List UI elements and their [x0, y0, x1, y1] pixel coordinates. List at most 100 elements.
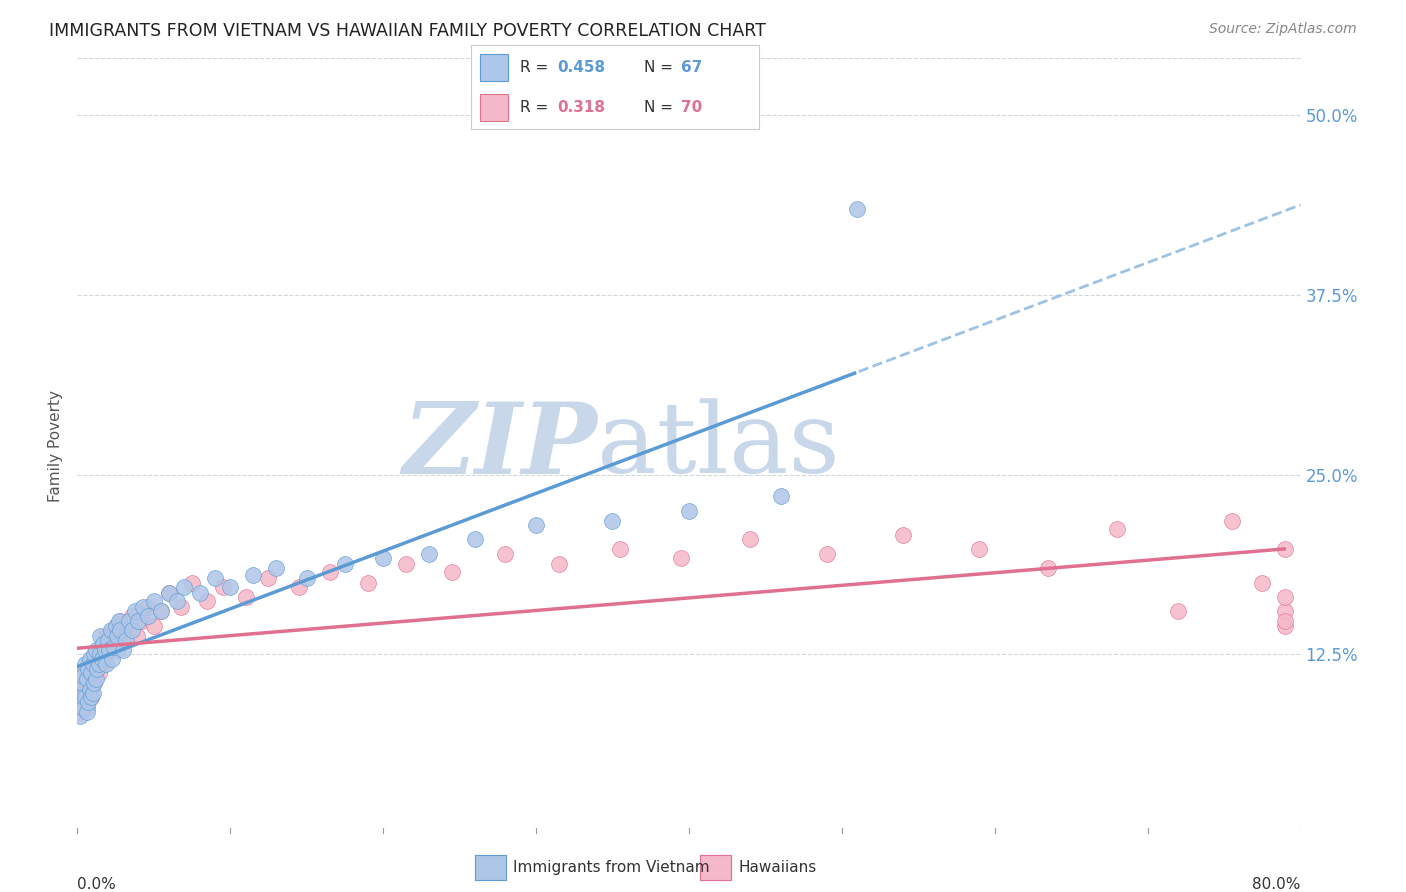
Point	[891, 528, 914, 542]
Point	[108, 615, 131, 629]
Point	[1274, 604, 1296, 618]
Text: Source: ZipAtlas.com: Source: ZipAtlas.com	[1209, 22, 1357, 37]
Point	[72, 700, 94, 714]
Point	[79, 666, 101, 681]
Point	[173, 580, 195, 594]
Point	[70, 676, 93, 690]
Point	[96, 657, 118, 672]
Point	[107, 615, 129, 629]
Point	[1274, 615, 1296, 629]
Text: N =: N =	[644, 60, 678, 75]
Point	[97, 643, 120, 657]
Point	[125, 629, 148, 643]
Point	[188, 585, 211, 599]
Point	[815, 547, 838, 561]
Text: R =: R =	[520, 60, 553, 75]
Point	[112, 643, 135, 657]
Point	[89, 643, 111, 657]
Text: atlas: atlas	[598, 398, 839, 494]
Point	[84, 672, 107, 686]
Point	[79, 683, 101, 698]
Point	[142, 594, 165, 608]
Point	[73, 686, 96, 700]
Point	[79, 651, 101, 665]
Point	[103, 623, 125, 637]
Point	[103, 640, 125, 655]
Point	[104, 618, 127, 632]
Point	[170, 599, 193, 614]
Point	[73, 690, 96, 705]
Text: N =: N =	[644, 100, 678, 115]
Point	[117, 623, 139, 637]
Point	[70, 681, 93, 695]
Point	[242, 568, 264, 582]
Point	[91, 637, 114, 651]
Point	[72, 669, 94, 683]
Bar	[479, 54, 509, 81]
Point	[357, 575, 380, 590]
Point	[132, 599, 155, 614]
Point	[142, 618, 165, 632]
Point	[89, 629, 111, 643]
Point	[101, 651, 124, 665]
Point	[740, 533, 762, 547]
Point	[76, 700, 98, 714]
Point	[80, 690, 103, 705]
Point	[440, 566, 463, 580]
Point	[70, 700, 93, 714]
Point	[84, 643, 107, 657]
Point	[371, 551, 394, 566]
Point	[73, 657, 96, 672]
Point	[318, 566, 340, 580]
Text: 70: 70	[682, 100, 703, 115]
Point	[1274, 618, 1296, 632]
Text: 80.0%: 80.0%	[1253, 877, 1301, 892]
Point	[77, 695, 100, 709]
Point	[91, 637, 114, 651]
Point	[69, 690, 91, 705]
Point	[72, 672, 94, 686]
Point	[548, 557, 571, 571]
Point	[105, 643, 128, 657]
Point	[77, 657, 100, 672]
Point	[464, 533, 486, 547]
Point	[98, 643, 121, 657]
Text: 0.458: 0.458	[558, 60, 606, 75]
Point	[90, 657, 112, 672]
Point	[108, 623, 131, 637]
Point	[100, 633, 122, 648]
Point	[295, 571, 318, 585]
Point	[1274, 542, 1296, 557]
Point	[69, 709, 91, 723]
Point	[86, 648, 108, 662]
Point	[157, 585, 180, 599]
Point	[609, 542, 631, 557]
Text: 0.0%: 0.0%	[77, 877, 117, 892]
Point	[83, 648, 105, 662]
Point	[82, 676, 104, 690]
Point	[1220, 514, 1243, 528]
Point	[67, 698, 90, 712]
Point	[83, 672, 105, 686]
Text: 0.318: 0.318	[558, 100, 606, 115]
Point	[115, 633, 138, 648]
Point	[969, 542, 991, 557]
Point	[82, 657, 104, 672]
Point	[97, 633, 120, 648]
Point	[76, 672, 98, 686]
Point	[678, 503, 700, 517]
Point	[150, 604, 173, 618]
Point	[136, 599, 159, 614]
Point	[136, 608, 159, 623]
Point	[80, 666, 103, 681]
Point	[1107, 522, 1129, 536]
Point	[495, 547, 517, 561]
Text: Immigrants from Vietnam: Immigrants from Vietnam	[513, 861, 710, 875]
Point	[257, 571, 280, 585]
Point	[118, 615, 141, 629]
Point	[73, 662, 96, 676]
Point	[80, 651, 103, 665]
Bar	[479, 94, 509, 120]
Point	[67, 705, 90, 719]
Point	[211, 580, 233, 594]
